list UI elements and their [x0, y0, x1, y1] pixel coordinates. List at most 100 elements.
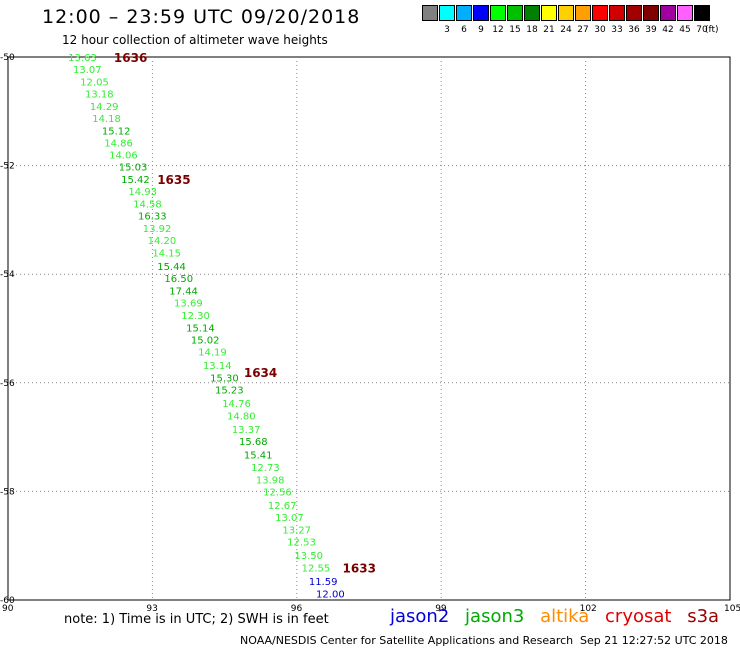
scale-label: 30: [594, 25, 606, 35]
scale-swatch: [609, 5, 625, 21]
wave-height-value: 15.03: [119, 163, 148, 174]
wave-height-value: 14.86: [104, 138, 133, 149]
wave-height-value: 12.05: [80, 77, 109, 88]
wave-height-value: 13.92: [143, 224, 172, 235]
wave-height-value: 13.18: [85, 89, 114, 100]
y-tick-label: -50: [0, 53, 15, 63]
scale-label: 45: [679, 25, 691, 35]
wave-height-value: 15.44: [157, 262, 186, 273]
scale-swatch: [490, 5, 506, 21]
wave-height-value: 15.23: [215, 385, 244, 396]
wave-height-value: 13.07: [275, 513, 304, 524]
time-marker: 1633: [343, 561, 376, 575]
wave-height-value: 12.56: [263, 487, 292, 498]
y-tick-label: -60: [0, 596, 15, 606]
footer-timestamp: Sep 21 12:27:52 UTC 2018: [580, 634, 728, 647]
map-subtitle: 12 hour collection of altimeter wave hei…: [62, 33, 328, 47]
wave-height-value: 12.53: [287, 537, 316, 548]
map-title: 12:00 – 23:59 UTC 09/20/2018: [42, 6, 361, 28]
scale-label: 3: [444, 25, 450, 35]
scale-label: 21: [543, 25, 555, 35]
scale-swatch: [558, 5, 574, 21]
wave-height-value: 14.06: [109, 151, 138, 162]
scale-swatch: [660, 5, 676, 21]
scale-label: 12: [492, 25, 504, 35]
satellite-s3a: s3a: [687, 606, 720, 627]
wave-height-value: 12.67: [268, 501, 297, 512]
wave-height-value: 15.42: [121, 175, 150, 186]
scale-label: 18: [526, 25, 538, 35]
wave-height-value: 12.55: [302, 563, 331, 574]
wave-height-value: 13.69: [174, 298, 203, 309]
wave-height-value: 12.73: [251, 463, 280, 474]
satellite-altika: altika: [540, 606, 590, 627]
wave-height-value: 14.93: [128, 187, 157, 198]
scale-swatch: [439, 5, 455, 21]
scale-swatch: [575, 5, 591, 21]
scale-label: 33: [611, 25, 623, 35]
scale-label: 24: [560, 25, 572, 35]
wave-height-value: 15.02: [191, 335, 220, 346]
wave-height-value: 13.37: [232, 425, 261, 436]
wave-height-value: 14.20: [148, 236, 177, 247]
wave-height-value: 15.68: [239, 437, 268, 448]
satellite-legend: jason2 jason3 altika cryosat s3a: [390, 606, 729, 627]
wave-height-value: 13.14: [203, 361, 232, 372]
time-marker: 1634: [244, 366, 277, 380]
y-tick-label: -58: [0, 487, 15, 497]
wave-height-value: 14.29: [90, 102, 119, 113]
scale-swatch: [422, 5, 438, 21]
y-tick-label: -54: [0, 270, 15, 280]
scale-label: 36: [628, 25, 640, 35]
footer-note: note: 1) Time is in UTC; 2) SWH is in fe…: [64, 612, 329, 627]
y-tick-label: -52: [0, 162, 15, 172]
wave-height-value: 15.14: [186, 323, 215, 334]
wave-height-value: 12.00: [316, 589, 345, 600]
scale-label: 9: [478, 25, 484, 35]
scale-label: 39: [645, 25, 657, 35]
wave-height-value: 13.50: [294, 551, 323, 562]
satellite-cryosat: cryosat: [605, 606, 672, 627]
scale-swatch: [626, 5, 642, 21]
wave-height-value: 14.19: [198, 347, 227, 358]
wave-height-value: 14.15: [152, 248, 181, 259]
wave-height-value: 13.27: [282, 525, 311, 536]
y-tick-label: -56: [0, 379, 15, 389]
map-border: [7, 56, 731, 601]
scale-unit: (ft): [705, 25, 719, 35]
scale-swatch: [592, 5, 608, 21]
wave-height-value: 13.07: [73, 65, 102, 76]
wave-height-value: 15.12: [102, 126, 131, 137]
wave-height-value: 15.30: [210, 373, 239, 384]
wave-height-value: 16.50: [164, 274, 193, 285]
satellite-jason2: jason2: [390, 606, 450, 627]
wave-height-value: 14.18: [92, 114, 121, 125]
scale-label: 6: [461, 25, 467, 35]
wave-height-value: 14.80: [227, 411, 256, 422]
wave-height-value: 17.44: [169, 286, 198, 297]
scale-swatch: [643, 5, 659, 21]
wave-height-value: 11.59: [309, 577, 338, 588]
scale-label: 42: [662, 25, 674, 35]
wave-height-value: 13.98: [256, 475, 285, 486]
x-tick-label: 90: [2, 604, 14, 614]
scale-label: 15: [509, 25, 521, 35]
scale-swatch: [677, 5, 693, 21]
wave-height-value: 13.63: [68, 53, 97, 64]
x-tick-label: 99: [435, 604, 447, 614]
x-tick-label: 102: [580, 604, 597, 614]
scale-label: 27: [577, 25, 589, 35]
scale-label: 70: [696, 25, 708, 35]
scale-swatch: [694, 5, 710, 21]
footer-credit: NOAA/NESDIS Center for Satellite Applica…: [240, 634, 574, 647]
wave-height-value: 14.76: [222, 399, 251, 410]
wave-height-value: 16.33: [138, 212, 167, 223]
scale-swatch: [456, 5, 472, 21]
x-tick-label: 105: [724, 604, 740, 614]
wave-height-value: 14.58: [133, 200, 162, 211]
scale-swatch: [524, 5, 540, 21]
wave-height-value: 15.41: [244, 450, 273, 461]
satellite-jason3: jason3: [465, 606, 525, 627]
time-marker: 1635: [157, 173, 190, 187]
